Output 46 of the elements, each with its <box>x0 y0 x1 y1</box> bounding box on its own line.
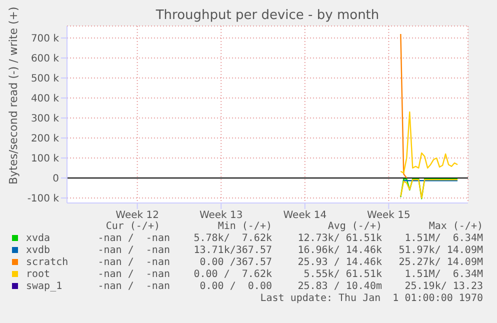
text: 5.78k/ 7.62k <box>194 233 272 244</box>
y-tick-label: 500 k <box>30 74 60 85</box>
text: -nan / -nan <box>98 281 170 292</box>
y-tick-label: 0 <box>52 174 59 185</box>
legend-label: swap_1 <box>26 281 62 292</box>
text: Avg (-/+) <box>328 221 382 232</box>
y-axis-title: Bytes/second read (-) / write (+) <box>6 6 20 184</box>
y-tick-label: 600 k <box>30 54 60 65</box>
legend-label: root <box>26 269 50 280</box>
text: 0.00 / 0.00 <box>200 281 272 292</box>
text: 12.73k/ 61.51k <box>298 233 382 244</box>
x-tick-label: Week 14 <box>283 210 327 222</box>
y-tick-label: 300 k <box>30 114 60 125</box>
text: 1.51M/ 6.34M <box>404 269 483 280</box>
text: 25.83 / 10.40m <box>298 281 382 292</box>
y-tick-label: 400 k <box>30 94 60 105</box>
chart-title: Throughput per device - by month <box>156 8 380 23</box>
text: Last update: Thu Jan 1 01:00:00 1970 <box>260 293 483 304</box>
text: 13.71k/367.57 <box>194 245 272 256</box>
text: -nan / -nan <box>98 233 170 244</box>
text: 25.93 / 14.46k <box>298 257 382 268</box>
x-tick-label: Week 12 <box>116 210 159 222</box>
x-tick-label: Week 15 <box>367 210 410 222</box>
text: 25.27k/ 14.09M <box>398 257 483 268</box>
text: 1.51M/ 6.34M <box>404 233 483 244</box>
legend-label: xvda <box>26 233 50 244</box>
text: 0.00 /367.57 <box>200 257 272 268</box>
legend-label: xvdb <box>26 245 50 256</box>
text: -nan / -nan <box>98 245 170 256</box>
text: 25.19k/ 13.23 <box>404 281 483 292</box>
text: 5.55k/ 61.51k <box>304 269 382 280</box>
text: 51.97k/ 14.09M <box>398 245 483 256</box>
y-tick-label: 100 k <box>30 154 60 165</box>
y-tick-label: 700 k <box>30 34 60 45</box>
text: -nan / -nan <box>98 269 170 280</box>
text: -nan / -nan <box>98 257 170 268</box>
line-series <box>400 111 458 174</box>
text: Max (-/+) <box>428 221 483 232</box>
y-tick-label: -100 k <box>27 194 60 205</box>
text: 16.96k/ 14.46k <box>298 245 382 256</box>
legend-label: scratch <box>26 257 68 268</box>
x-tick-label: Week 13 <box>199 210 243 222</box>
y-tick-label: 200 k <box>30 134 60 145</box>
text: Min (-/+) <box>218 221 272 232</box>
text: Cur (-/+) <box>106 221 160 232</box>
text: 0.00 / 7.62k <box>194 269 272 280</box>
